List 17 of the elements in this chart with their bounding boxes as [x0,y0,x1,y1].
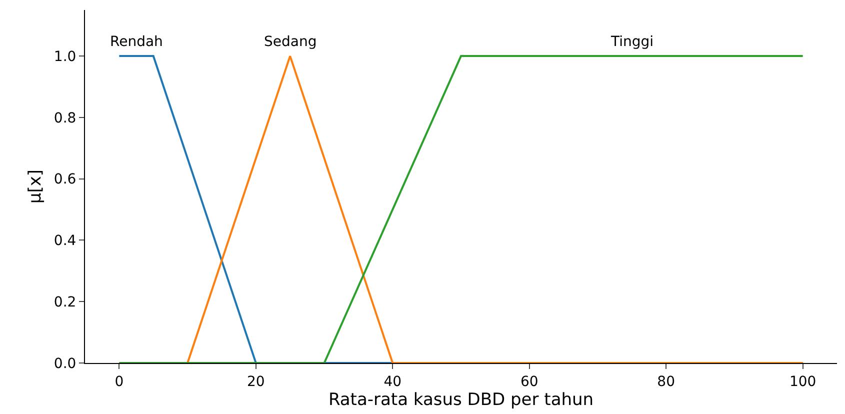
y-tick-label: 0.2 [54,294,76,311]
y-tick-label: 0.6 [54,172,76,188]
y-tick-label: 0.4 [54,233,76,250]
x-axis-title: Rata-rata kasus DBD per tahun [328,390,594,410]
x-tick-label: 100 [789,374,816,390]
x-tick-label: 60 [520,374,538,390]
series-label: Sedang [264,34,317,50]
x-tick-label: 20 [246,374,265,390]
series-label: Rendah [110,34,163,50]
y-axis-title: μ[x] [25,169,46,204]
x-tick-label: 80 [657,374,676,390]
x-tick-label: 0 [114,374,124,390]
x-tick-label: 40 [384,374,402,390]
y-tick-label: 0.0 [54,356,76,372]
y-tick-label: 1.0 [54,48,76,65]
y-tick-label: 0.8 [54,110,76,126]
series-label: Tinggi [610,34,654,50]
